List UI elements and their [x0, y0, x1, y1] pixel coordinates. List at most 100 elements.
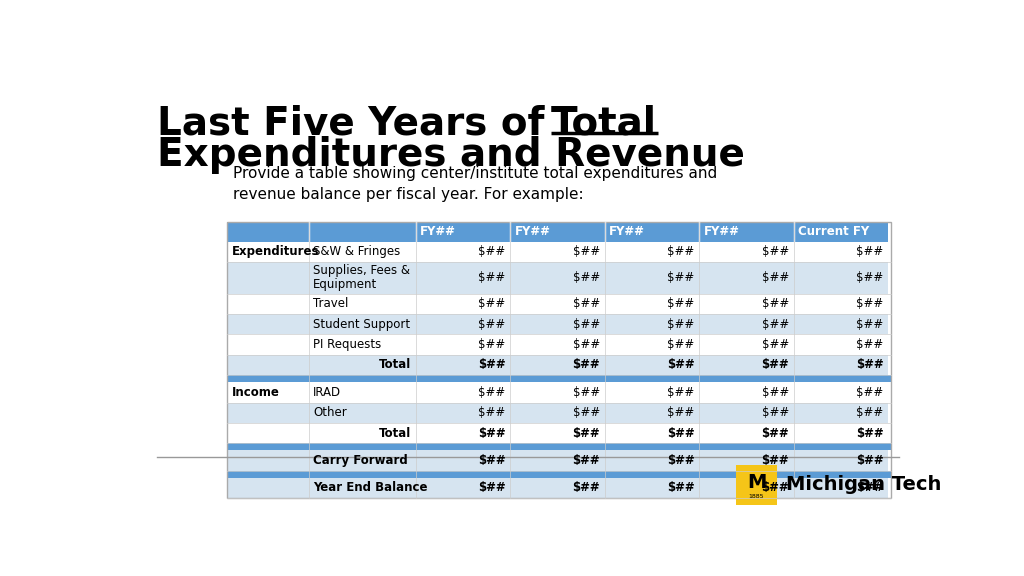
Text: $##: $## — [572, 358, 600, 372]
Bar — [510, 478, 604, 498]
Bar — [227, 444, 891, 450]
Bar — [604, 450, 699, 471]
Bar — [794, 294, 888, 314]
Text: $##: $## — [572, 338, 600, 351]
Bar — [510, 222, 604, 241]
Bar — [699, 478, 794, 498]
Text: $##: $## — [668, 297, 694, 310]
Bar — [416, 335, 510, 355]
Bar — [736, 465, 776, 505]
Text: $##: $## — [668, 406, 694, 419]
Bar — [794, 241, 888, 262]
Text: $##: $## — [762, 338, 790, 351]
Text: $##: $## — [478, 271, 506, 285]
Bar — [699, 241, 794, 262]
Text: $##: $## — [667, 454, 694, 467]
Bar — [416, 478, 510, 498]
Bar — [794, 222, 888, 241]
Text: $##: $## — [668, 245, 694, 258]
Text: Current FY: Current FY — [799, 225, 869, 238]
Bar — [416, 423, 510, 444]
Bar — [227, 355, 308, 375]
Text: FY##: FY## — [609, 225, 645, 238]
Bar — [510, 423, 604, 444]
Bar — [416, 403, 510, 423]
Bar — [227, 314, 308, 335]
Bar — [699, 262, 794, 294]
Bar — [227, 471, 891, 478]
Text: $##: $## — [572, 297, 600, 310]
Text: Supplies, Fees &: Supplies, Fees & — [313, 264, 411, 278]
Text: $##: $## — [478, 245, 506, 258]
Bar — [604, 241, 699, 262]
Text: Last Five Years of: Last Five Years of — [158, 104, 558, 142]
Bar — [416, 355, 510, 375]
Text: $##: $## — [667, 427, 694, 439]
Text: Other: Other — [313, 406, 347, 419]
Text: $##: $## — [478, 318, 506, 331]
Text: $##: $## — [856, 386, 884, 399]
Bar — [227, 382, 308, 403]
Text: PI Requests: PI Requests — [313, 338, 382, 351]
Text: Travel: Travel — [313, 297, 348, 310]
Text: Total: Total — [379, 427, 411, 439]
Bar — [416, 241, 510, 262]
Text: $##: $## — [668, 386, 694, 399]
Bar — [227, 423, 308, 444]
Text: $##: $## — [478, 297, 506, 310]
Bar — [227, 478, 308, 498]
Bar — [604, 382, 699, 403]
Text: $##: $## — [762, 271, 790, 285]
Bar — [794, 403, 888, 423]
Bar — [308, 335, 416, 355]
Bar — [794, 355, 888, 375]
Bar — [510, 335, 604, 355]
Text: $##: $## — [762, 454, 790, 467]
Text: $##: $## — [572, 454, 600, 467]
Bar — [604, 478, 699, 498]
Bar — [416, 294, 510, 314]
Bar — [308, 262, 416, 294]
Bar — [510, 262, 604, 294]
Text: S&W & Fringes: S&W & Fringes — [313, 245, 400, 258]
Bar — [308, 450, 416, 471]
Bar — [416, 262, 510, 294]
Text: $##: $## — [572, 406, 600, 419]
Bar — [416, 314, 510, 335]
Bar — [699, 450, 794, 471]
Text: Student Support: Student Support — [313, 318, 411, 331]
Text: $##: $## — [478, 386, 506, 399]
Text: $##: $## — [668, 338, 694, 351]
Bar — [699, 314, 794, 335]
Bar — [510, 450, 604, 471]
Text: $##: $## — [667, 482, 694, 494]
Bar — [794, 478, 888, 498]
Bar — [510, 382, 604, 403]
Text: $##: $## — [856, 297, 884, 310]
Bar — [510, 294, 604, 314]
Text: $##: $## — [856, 454, 884, 467]
Text: FY##: FY## — [420, 225, 456, 238]
Bar — [416, 382, 510, 403]
Bar — [699, 403, 794, 423]
Bar — [227, 403, 308, 423]
Text: Carry Forward: Carry Forward — [313, 454, 408, 467]
Bar — [699, 294, 794, 314]
Text: Year End Balance: Year End Balance — [313, 482, 428, 494]
Text: $##: $## — [856, 482, 884, 494]
Text: $##: $## — [572, 271, 600, 285]
Text: $##: $## — [478, 427, 506, 439]
Bar — [604, 262, 699, 294]
Text: FY##: FY## — [703, 225, 739, 238]
Text: $##: $## — [762, 406, 790, 419]
Bar — [308, 294, 416, 314]
Bar — [794, 423, 888, 444]
Text: 1885: 1885 — [749, 494, 764, 499]
Text: $##: $## — [856, 271, 884, 285]
Text: Michigan Tech: Michigan Tech — [786, 475, 941, 494]
Text: $##: $## — [856, 245, 884, 258]
Text: $##: $## — [667, 358, 694, 372]
Text: $##: $## — [668, 271, 694, 285]
Bar — [604, 294, 699, 314]
Text: Provide a table showing center/institute total expenditures and
revenue balance : Provide a table showing center/institute… — [232, 166, 717, 202]
